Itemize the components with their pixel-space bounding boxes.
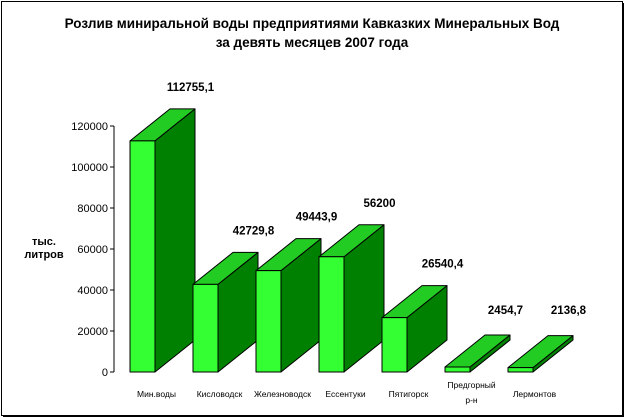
bar — [255, 270, 282, 373]
x-tick-label: Ессентуки — [325, 389, 365, 399]
data-label: 2454,7 — [488, 305, 523, 317]
x-tick-label: Предгорный — [447, 380, 496, 390]
bar — [381, 317, 408, 373]
y-tick-label: 60000 — [77, 244, 108, 256]
bar — [444, 366, 471, 373]
chart-title-line-1: Розлив миниральной воды предприятиями Ка… — [64, 16, 560, 31]
data-label: 49443,9 — [296, 212, 338, 224]
data-label: 56200 — [364, 198, 396, 210]
data-label: 26540,4 — [422, 259, 464, 271]
x-tick-label: Кисловодск — [197, 389, 243, 399]
bar — [129, 140, 156, 373]
data-label: 112755,1 — [167, 82, 215, 94]
y-axis-label: тыс. литров — [24, 236, 64, 261]
y-tick-label: 40000 — [77, 285, 108, 297]
y-tick-label: 80000 — [77, 203, 108, 215]
x-tick-label: Пятигорск — [389, 389, 429, 399]
chart-title: Розлив миниральной воды предприятиями Ка… — [0, 14, 624, 52]
bar — [192, 283, 219, 373]
bar-side — [154, 108, 196, 373]
chart-title-line-2: за девять месяцев 2007 года — [215, 35, 409, 50]
data-label: 42729,8 — [233, 225, 275, 237]
y-tick-label: 0 — [102, 367, 108, 379]
x-tick-label: Лермонтов — [513, 389, 557, 399]
bar — [318, 256, 345, 373]
x-tick-label: Железноводск — [254, 389, 311, 399]
y-tick-label: 120000 — [71, 121, 108, 133]
y-tick-label: 20000 — [77, 326, 108, 338]
data-label: 2136,8 — [551, 305, 587, 317]
x-tick-label: Мин.воды — [137, 389, 176, 399]
bar — [507, 367, 534, 373]
x-tick-label: р-н — [465, 395, 478, 405]
y-tick-label: 100000 — [71, 162, 108, 174]
